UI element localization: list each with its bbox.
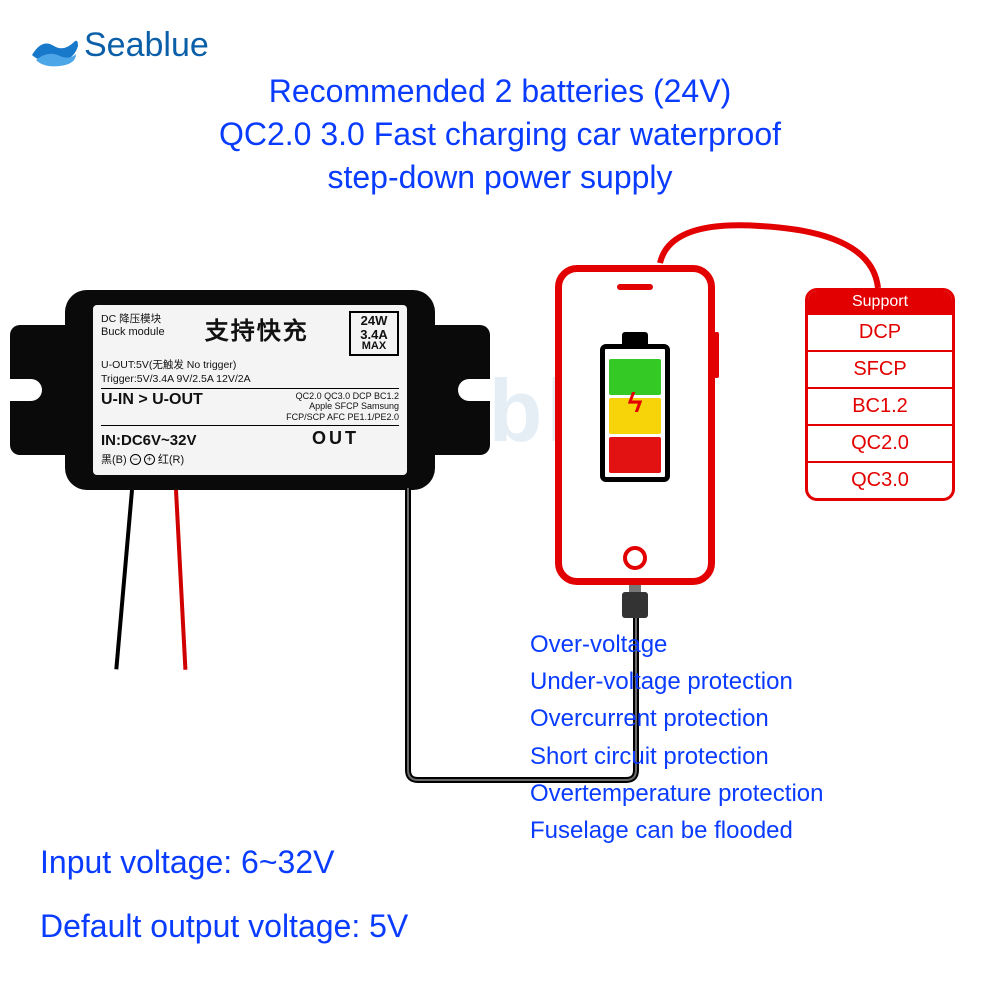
support-item: DCP (808, 313, 952, 350)
protections-list: Over-voltage Under-voltage protection Ov… (530, 626, 823, 849)
label-buck-en: Buck module (101, 326, 165, 338)
protection-item: Under-voltage protection (530, 663, 823, 700)
brand-logo: Seablue (30, 20, 209, 70)
label-cn-big: 支持快充 (205, 311, 309, 346)
label-out: OUT (312, 428, 359, 449)
headline-line1: Recommended 2 batteries (24V) (0, 70, 1000, 113)
protection-item: Short circuit protection (530, 738, 823, 775)
label-uout: U-OUT:5V(无触发 No trigger) (101, 357, 399, 372)
max-box: 24W 3.4A MAX (349, 311, 399, 356)
battery-icon: ϟ (600, 332, 670, 482)
logo-text: Seablue (84, 26, 209, 65)
support-item: QC3.0 (808, 461, 952, 498)
buck-module: DC 降压模块 Buck module 支持快充 24W 3.4A MAX U-… (65, 290, 435, 490)
label-dc-cn: DC 降压模块 (101, 313, 161, 325)
input-wire-red (174, 490, 187, 670)
support-header: Support (807, 290, 953, 314)
headline: Recommended 2 batteries (24V) QC2.0 3.0 … (0, 70, 1000, 200)
label-protocols: QC2.0 QC3.0 DCP BC1.2 Apple SFCP Samsung… (286, 391, 399, 422)
label-in: IN:DC6V~32V (101, 432, 196, 449)
label-trigger: Trigger:5V/3.4A 9V/2.5A 12V/2A (101, 373, 399, 385)
support-item: QC2.0 (808, 424, 952, 461)
usb-plug-icon (622, 592, 648, 618)
phone-icon: ϟ (555, 265, 715, 585)
protection-item: Overcurrent protection (530, 700, 823, 737)
label-polarity: 黑(B) − + 红(R) (101, 451, 399, 467)
wave-icon (30, 20, 80, 70)
headline-line3: step-down power supply (0, 156, 1000, 199)
label-uinout: U-IN > U-OUT (101, 391, 203, 422)
module-label: DC 降压模块 Buck module 支持快充 24W 3.4A MAX U-… (93, 305, 407, 475)
protection-item: Over-voltage (530, 626, 823, 663)
headline-line2: QC2.0 3.0 Fast charging car waterproof (0, 113, 1000, 156)
support-item: SFCP (808, 350, 952, 387)
support-item: BC1.2 (808, 387, 952, 424)
protection-item: Overtemperature protection (530, 775, 823, 812)
input-wire-black (114, 490, 134, 670)
voltage-specs: Input voltage: 6~32V Default output volt… (40, 830, 408, 958)
bolt-icon: ϟ (628, 387, 643, 419)
spec-input: Input voltage: 6~32V (40, 830, 408, 894)
protection-item: Fuselage can be flooded (530, 812, 823, 849)
battery-seg-red (609, 437, 661, 473)
spec-output: Default output voltage: 5V (40, 894, 408, 958)
support-box: Support DCP SFCP BC1.2 QC2.0 QC3.0 (805, 288, 955, 501)
